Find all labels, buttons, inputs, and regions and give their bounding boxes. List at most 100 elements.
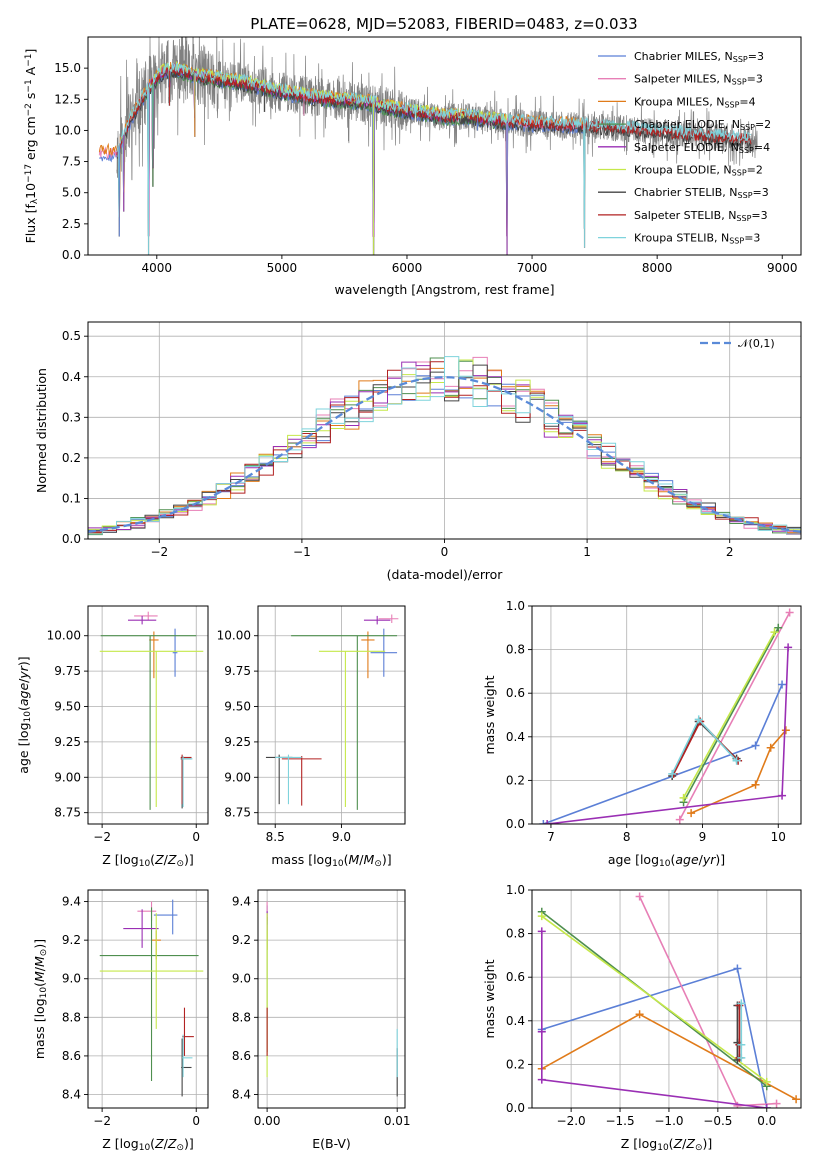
weight-marker xyxy=(537,927,546,936)
axes-box xyxy=(87,36,802,256)
y-tick-label: 9.00 xyxy=(54,770,81,784)
y-tick-label: 0.3 xyxy=(62,410,81,424)
y-tick-label: 12.5 xyxy=(54,92,81,106)
plot-area xyxy=(98,37,758,255)
error-bar-point xyxy=(149,631,159,679)
weight-marker xyxy=(766,743,775,752)
x-tick-label: −1 xyxy=(293,545,311,559)
y-tick-label: 1.0 xyxy=(506,883,525,897)
legend-label: Chabrier MILES, NSSP=3 xyxy=(634,50,764,64)
x-tick-label: 7000 xyxy=(517,261,548,275)
y-tick-label: 8.4 xyxy=(62,1087,81,1101)
error-bar-point xyxy=(99,650,204,808)
x-tick-label: 2 xyxy=(726,545,734,559)
y-tick-label: 8.6 xyxy=(232,1049,251,1063)
plot-area xyxy=(537,892,801,1108)
axes-frame: −2 0 8.4 8.6 8.8 9.0 9.2 9.4 Z [log10(Z/Z⊙)] mass… xyxy=(32,889,209,1153)
weight-marker xyxy=(751,741,760,750)
x-tick-label: −2 xyxy=(93,830,111,844)
x-tick-label: 8000 xyxy=(642,261,673,275)
y-tick-label: 10.00 xyxy=(47,629,81,643)
axes-frame: −2 −1 0 1 2 0.0 0.1 0.2 0.3 0.4 0.5 𝒩(0,1) (data-mod… xyxy=(34,321,802,582)
y-tick-label: 9.75 xyxy=(54,664,81,678)
legend-label: Chabrier ELODIE, NSSP=2 xyxy=(634,118,771,132)
y-tick-label: 0.0 xyxy=(506,1101,525,1115)
error-bar-point xyxy=(100,635,197,810)
x-tick-label: 0.01 xyxy=(384,1114,411,1128)
x-tick-label: 0 xyxy=(192,1114,200,1128)
weight-marker xyxy=(784,643,793,652)
y-tick-label: 8.6 xyxy=(62,1049,81,1063)
y-axis-label: mass weight xyxy=(482,675,497,754)
error-bar-point xyxy=(153,899,178,935)
axes-frame: 8.5 9.0 8.75 9.00 9.25 9.50 9.75 10.00 mass [log… xyxy=(217,605,406,869)
panel-mass_vs_EBV: 0.00 0.01 8.4 8.6 8.8 9.0 9.2 9.4 E(B-V) xyxy=(232,889,411,1151)
y-tick-label: 5.0 xyxy=(62,186,81,200)
x-tick-label: 0.0 xyxy=(757,1114,776,1128)
y-tick-label: 10.00 xyxy=(217,629,251,643)
x-tick-label: 9 xyxy=(699,830,707,844)
y-tick-label: 8.8 xyxy=(232,1010,251,1024)
error-bar-point xyxy=(99,913,204,1029)
weight-marker xyxy=(762,1077,771,1086)
y-tick-label: 0.4 xyxy=(506,1014,525,1028)
y-tick-label: 15.0 xyxy=(54,61,81,75)
y-axis-label: age [log10(age/yr)] xyxy=(16,656,33,773)
x-tick-label: −2.0 xyxy=(557,1114,586,1128)
x-axis-label: age [log10(age/yr)] xyxy=(608,852,725,869)
x-tick-label: −2 xyxy=(93,1114,111,1128)
legend-label: Kroupa MILES, NSSP=4 xyxy=(634,95,756,109)
x-axis-label: E(B-V) xyxy=(312,1136,351,1151)
weight-marker xyxy=(537,1027,546,1036)
x-axis-label: mass [log10(M/M⊙)] xyxy=(271,852,391,869)
x-tick-label: −2 xyxy=(150,545,168,559)
error-bar-point xyxy=(99,907,199,1081)
plot-area xyxy=(265,614,399,810)
y-tick-label: 8.8 xyxy=(62,1010,81,1024)
x-tick-label: 1 xyxy=(583,545,591,559)
axes-frame: −2.0 −1.5 −1.0 −0.5 0.0 0.0 0.2 0.4 0.6 0.8 1.0 mas… xyxy=(482,883,802,1153)
axes-frame: 4000 5000 6000 7000 8000 9000 0.0 2.5 5.0 7.5 10.0… xyxy=(23,36,802,297)
error-bar-point xyxy=(291,635,398,810)
weight-marker xyxy=(733,1101,742,1108)
weight-marker xyxy=(737,1040,746,1049)
weight-marker xyxy=(792,1095,801,1104)
x-tick-label: 0 xyxy=(192,830,200,844)
residual-histogram xyxy=(88,356,801,535)
weight-marker xyxy=(635,892,644,901)
panel-age_vs_Z: −2 0 8.75 9.00 9.25 9.50 9.75 10.00 Z [log10(Z/Z… xyxy=(16,605,209,869)
axes-box xyxy=(257,889,406,1109)
legend-label: 𝒩(0,1) xyxy=(738,337,775,350)
y-tick-label: 0.5 xyxy=(62,329,81,343)
axes-frame: 0.00 0.01 8.4 8.6 8.8 9.0 9.2 9.4 E(B-V) xyxy=(232,889,411,1151)
error-bar-point xyxy=(318,650,386,808)
x-tick-label: −1.5 xyxy=(605,1114,634,1128)
x-tick-label: 5000 xyxy=(267,261,298,275)
weight-marker xyxy=(772,1099,781,1108)
weight-line xyxy=(541,915,768,1083)
x-axis-label: Z [log10(Z/Z⊙)] xyxy=(621,1136,713,1153)
x-tick-label: 0.00 xyxy=(254,1114,281,1128)
x-tick-label: −0.5 xyxy=(703,1114,732,1128)
y-axis-label: mass [log10(M/M⊙)] xyxy=(32,939,49,1059)
y-tick-label: 7.5 xyxy=(62,155,81,169)
y-tick-label: 8.75 xyxy=(54,806,81,820)
error-bar-point xyxy=(182,1007,194,1056)
y-tick-label: 9.25 xyxy=(54,735,81,749)
weight-marker xyxy=(737,999,746,1008)
weight-marker xyxy=(737,1053,746,1062)
error-bar-point xyxy=(361,631,375,679)
error-bar-point xyxy=(363,615,391,625)
weight-marker xyxy=(762,1104,771,1108)
panel-weight_vs_Z: −2.0 −1.5 −1.0 −0.5 0.0 0.0 0.2 0.4 0.6 0.8 1.0 mas… xyxy=(482,883,802,1153)
plot-area xyxy=(88,356,801,536)
x-axis-label: Z [log10(Z/Z⊙)] xyxy=(102,1136,194,1153)
plot-area xyxy=(266,901,398,1097)
x-tick-label: 10 xyxy=(771,830,786,844)
model-spectrum xyxy=(116,62,752,237)
y-tick-label: 0.0 xyxy=(62,248,81,262)
y-tick-label: 1.0 xyxy=(506,599,525,613)
weight-marker xyxy=(751,780,760,789)
panel-age_vs_mass: 8.5 9.0 8.75 9.00 9.25 9.50 9.75 10.00 mass [log… xyxy=(217,605,406,869)
